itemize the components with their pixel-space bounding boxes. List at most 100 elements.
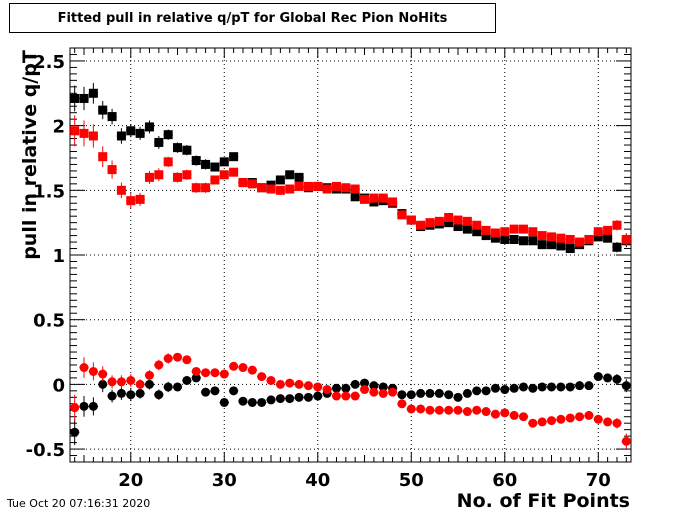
data-point-square	[144, 172, 154, 182]
data-point-square	[70, 126, 80, 136]
data-point-square	[621, 234, 631, 244]
data-point-circle	[79, 401, 89, 411]
data-point-circle	[266, 395, 276, 405]
data-point-square	[378, 193, 388, 203]
x-tick-label: 20	[118, 470, 143, 491]
data-point-square	[434, 216, 444, 226]
data-point-square	[210, 162, 220, 172]
data-point-circle	[173, 352, 183, 362]
data-point-circle	[266, 375, 276, 385]
data-point-circle	[341, 391, 351, 401]
data-point-square	[612, 220, 622, 230]
data-point-square	[518, 236, 528, 246]
data-point-circle	[388, 387, 398, 397]
data-point-circle	[303, 392, 313, 402]
data-point-square	[528, 236, 538, 246]
data-point-square	[229, 167, 239, 177]
data-point-circle	[556, 414, 566, 424]
data-point-circle	[462, 388, 472, 398]
data-point-circle	[360, 378, 370, 388]
data-point-circle	[565, 413, 575, 423]
data-point-square	[88, 88, 98, 98]
data-point-circle	[509, 410, 519, 420]
data-point-circle	[294, 379, 304, 389]
data-point-square	[191, 156, 201, 166]
data-point-square	[453, 215, 463, 225]
data-point-square	[490, 228, 500, 238]
data-point-square	[509, 234, 519, 244]
data-point-square	[247, 179, 257, 189]
data-point-circle	[313, 382, 323, 392]
data-point-circle	[303, 381, 313, 391]
data-point-circle	[210, 386, 220, 396]
data-point-circle	[603, 417, 613, 427]
data-point-circle	[397, 399, 407, 409]
data-point-circle	[275, 394, 285, 404]
data-point-square	[481, 231, 491, 241]
data-point-square	[191, 183, 201, 193]
data-point-circle	[201, 387, 211, 397]
data-point-circle	[182, 355, 192, 365]
data-point-circle	[490, 383, 500, 393]
data-point-circle	[575, 412, 585, 422]
data-point-circle	[229, 361, 239, 371]
data-point-circle	[163, 382, 173, 392]
data-point-circle	[612, 374, 622, 384]
data-point-circle	[360, 385, 370, 395]
data-point-circle	[462, 407, 472, 417]
data-point-circle	[565, 382, 575, 392]
data-point-circle	[229, 386, 239, 396]
data-point-square	[444, 212, 454, 222]
data-point-circle	[472, 405, 482, 415]
data-point-circle	[107, 377, 117, 387]
data-point-square	[500, 234, 510, 244]
data-point-square	[98, 105, 108, 115]
data-point-circle	[247, 397, 257, 407]
data-point-circle	[275, 379, 285, 389]
y-axis-label: pull in relative q/pT	[19, 50, 41, 260]
data-point-square	[210, 175, 220, 185]
y-tick-label: 0.5	[33, 311, 65, 332]
data-point-square	[537, 240, 547, 250]
y-tick-label: 0	[52, 375, 65, 396]
data-point-circle	[518, 412, 528, 422]
data-point-square	[285, 170, 295, 180]
data-point-square	[313, 181, 323, 191]
data-point-circle	[444, 405, 454, 415]
data-point-square	[425, 218, 435, 228]
data-point-square	[201, 183, 211, 193]
data-point-square	[116, 185, 126, 195]
data-point-circle	[163, 354, 173, 363]
data-point-circle	[518, 382, 528, 392]
data-point-square	[444, 218, 454, 228]
data-point-circle	[406, 390, 416, 400]
data-point-square	[593, 227, 603, 237]
data-point-circle	[416, 388, 426, 398]
data-point-circle	[191, 366, 201, 376]
data-point-circle	[453, 392, 463, 402]
data-point-circle	[238, 396, 248, 406]
data-point-circle	[88, 401, 98, 411]
data-point-circle	[472, 386, 482, 396]
data-point-square	[154, 137, 164, 147]
data-point-circle	[238, 363, 248, 373]
data-point-circle	[621, 436, 631, 446]
data-point-circle	[135, 379, 145, 389]
date-stamp: Tue Oct 20 07:16:31 2020	[7, 497, 151, 510]
data-point-square	[490, 233, 500, 243]
data-point-square	[303, 181, 313, 191]
data-point-circle	[537, 382, 547, 392]
data-point-square	[79, 128, 89, 138]
data-point-circle	[378, 382, 388, 392]
data-point-square	[556, 233, 566, 243]
data-point-circle	[406, 404, 416, 414]
data-point-square	[201, 159, 211, 169]
data-point-square	[163, 130, 173, 140]
data-point-circle	[285, 378, 295, 388]
data-point-circle	[173, 382, 183, 392]
data-point-square	[341, 183, 351, 193]
data-point-square	[257, 183, 267, 193]
data-point-square	[481, 225, 491, 235]
data-point-circle	[350, 391, 360, 401]
data-point-circle	[416, 404, 426, 414]
